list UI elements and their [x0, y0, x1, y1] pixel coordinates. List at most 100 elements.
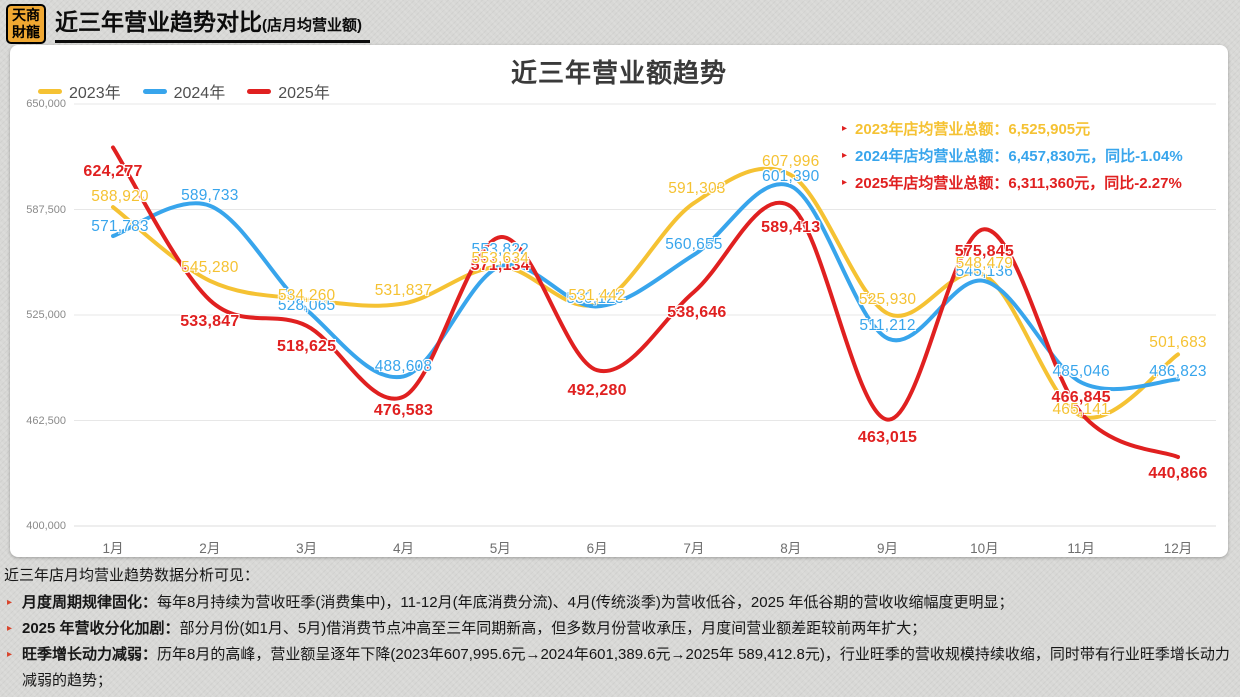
data-label-2025年-1月: 624,277 [83, 163, 143, 181]
bullet-lead: 旺季增长动力减弱： [22, 646, 158, 663]
data-label-2025年-4月: 476,583 [373, 401, 434, 419]
data-label-2024年-3月: 528,065 [277, 296, 336, 314]
data-label-2025年-11月: 466,845 [1051, 389, 1111, 407]
y-tick-label: 400,000 [26, 520, 66, 532]
page-header: 天商 財龍 近三年营业趋势对比(店月均营业额) [0, 0, 1240, 46]
data-label-2023年-8月: 607,996 [762, 152, 820, 170]
bullet-lead: 月度周期规律固化： [22, 594, 158, 611]
legend-label: 2025年 [278, 85, 330, 102]
x-tick-label: 10月 [970, 541, 999, 556]
analysis-section: 近三年店月均营业趋势数据分析可见： ▸ 月度周期规律固化：每年8月持续为营收旺季(… [0, 560, 1240, 694]
data-label-2024年-4月: 488,608 [374, 358, 433, 376]
data-label-2023年-5月: 553,634 [471, 249, 529, 267]
data-label-2025年-2月: 533,847 [180, 313, 240, 331]
bullet-text: 部分月份(如1月、5月)借消费节点冲高至三年同期新高，但多数月份营收承压，月度间… [179, 620, 927, 637]
legend-label: 2024年 [173, 85, 226, 102]
x-tick-label: 6月 [586, 541, 608, 556]
analysis-bullets: ▸ 月度周期规律固化：每年8月持续为营收旺季(消费集中)，11-12月(年底消费分… [4, 590, 1232, 694]
annotation-list: ▸ 2023年店均营业总额：6,525,905元 ▸ 2024年店均营业总额：6,45… [842, 115, 1183, 196]
data-label-2024年-2月: 589,733 [181, 186, 239, 204]
data-label-2023年-12月: 501,683 [1149, 334, 1207, 352]
x-tick-label: 3月 [296, 541, 318, 556]
chart-panel: 近三年营业额趋势 2023年 2024年 2025年 650,000 587,500 5… [10, 45, 1228, 557]
logo-line-2: 財龍 [12, 24, 40, 40]
brand-logo: 天商 財龍 [6, 4, 46, 44]
data-label-2024年-12月: 486,823 [1149, 363, 1207, 381]
legend-item-2024年: 2024年 [142, 79, 226, 103]
page-title-main: 近三年营业趋势对比 [55, 9, 262, 35]
annotation-text: 2025年店均营业总额：6,311,360元，同比-2.27% [855, 175, 1182, 192]
data-label-2024年-6月: 530,123 [566, 290, 624, 308]
annotation-text: 2024年店均营业总额：6,457,830元，同比-1.04% [855, 148, 1183, 165]
arrow-bullet-icon: ▸ [7, 597, 13, 608]
annotation-row: ▸ 2024年店均营业总额：6,457,830元，同比-1.04% [842, 142, 1183, 169]
chart-legend: 2023年 2024年 2025年 [38, 79, 330, 103]
x-tick-label: 7月 [683, 541, 705, 556]
arrow-bullet-icon: ▸ [842, 123, 848, 134]
arrow-bullet-icon: ▸ [7, 623, 13, 634]
y-tick-label: 462,500 [26, 414, 66, 427]
logo-line-1: 天商 [12, 7, 40, 24]
data-label-2024年-9月: 511,212 [859, 317, 916, 335]
data-label-2025年-8月: 589,413 [761, 219, 821, 237]
y-tick-label: 650,000 [26, 98, 66, 110]
series-line-2023年 [111, 166, 1180, 420]
data-label-2025年-6月: 492,280 [567, 382, 627, 400]
data-label-2025年-3月: 518,625 [277, 337, 337, 355]
annotation-row: ▸ 2023年店均营业总额：6,525,905元 [842, 115, 1183, 142]
data-label-2023年-4月: 531,837 [374, 282, 433, 300]
x-tick-label: 8月 [780, 541, 802, 556]
page-title: 近三年营业趋势对比(店月均营业额) [55, 4, 370, 44]
x-tick-label: 1月 [102, 541, 124, 556]
analysis-bullet: ▸ 旺季增长动力减弱：历年8月的高峰，营业额呈逐年下降(2023年607,995.… [4, 642, 1232, 694]
data-label-2024年-11月: 485,046 [1052, 363, 1110, 381]
series-line-2025年 [111, 145, 1180, 459]
data-label-2025年-10月: 575,845 [954, 243, 1014, 261]
data-label-2025年-7月: 538,646 [667, 303, 727, 321]
data-label-2023年-11月: 465,141 [1052, 401, 1110, 419]
legend-swatch-icon [38, 88, 62, 94]
line-chart [74, 103, 1216, 527]
arrow-bullet-icon: ▸ [7, 649, 13, 660]
bullet-lead: 2025 年营收分化加剧： [22, 620, 180, 637]
analysis-bullet: ▸ 2025 年营收分化加剧：部分月份(如1月、5月)借消费节点冲高至三年同期新高… [4, 616, 1232, 642]
bullet-text: 每年8月持续为营收旺季(消费集中)，11-12月(年底消费分流)、4月(传统淡季… [157, 594, 1014, 611]
data-label-2023年-2月: 545,280 [181, 258, 239, 276]
data-label-2025年-9月: 463,015 [857, 428, 918, 446]
x-tick-label: 12月 [1163, 541, 1193, 556]
series-line-2024年 [111, 182, 1180, 392]
x-tick-label: 4月 [392, 541, 414, 556]
legend-swatch-icon [247, 88, 272, 94]
data-label-2023年-7月: 591,303 [668, 180, 726, 198]
x-tick-label: 11月 [1067, 541, 1095, 556]
legend-item-2023年: 2023年 [38, 79, 121, 103]
data-label-2023年-3月: 534,260 [277, 287, 336, 305]
data-label-2024年-7月: 560,655 [665, 235, 723, 253]
x-tick-label: 2月 [199, 541, 221, 556]
data-label-2024年-8月: 601,390 [762, 168, 820, 186]
bullet-text: 历年8月的高峰，营业额呈逐年下降(2023年607,995.6元→2024年60… [22, 646, 1230, 689]
data-label-2025年-5月: 571,134 [470, 257, 530, 275]
legend-label: 2023年 [69, 85, 121, 102]
data-label-2024年-10月: 545,136 [955, 263, 1014, 280]
data-label-2023年-6月: 531,442 [568, 287, 626, 305]
data-label-2024年-5月: 553,822 [471, 241, 529, 259]
chart-title: 近三年营业额趋势 [510, 58, 727, 88]
analysis-bullet: ▸ 月度周期规律固化：每年8月持续为营收旺季(消费集中)，11-12月(年底消费分… [4, 590, 1232, 616]
y-tick-label: 587,500 [26, 203, 66, 216]
x-tick-label: 5月 [489, 541, 511, 556]
data-label-2023年-9月: 525,930 [858, 291, 917, 309]
analysis-intro: 近三年店月均营业趋势数据分析可见： [4, 567, 260, 584]
legend-swatch-icon [142, 88, 167, 94]
arrow-bullet-icon: ▸ [842, 177, 848, 188]
arrow-bullet-icon: ▸ [842, 150, 848, 161]
annotation-row: ▸ 2025年店均营业总额：6,311,360元，同比-2.27% [842, 169, 1183, 196]
data-label-2023年-1月: 588,920 [91, 188, 149, 206]
data-label-2023年-10月: 548,479 [955, 255, 1014, 273]
x-tick-label: 9月 [877, 541, 899, 556]
legend-item-2025年: 2025年 [247, 79, 330, 103]
data-label-2025年-12月: 440,866 [1148, 465, 1208, 483]
annotation-text: 2023年店均营业总额：6,525,905元 [855, 121, 1091, 138]
data-label-2024年-1月: 571,783 [91, 218, 149, 236]
y-tick-label: 525,000 [26, 309, 66, 321]
